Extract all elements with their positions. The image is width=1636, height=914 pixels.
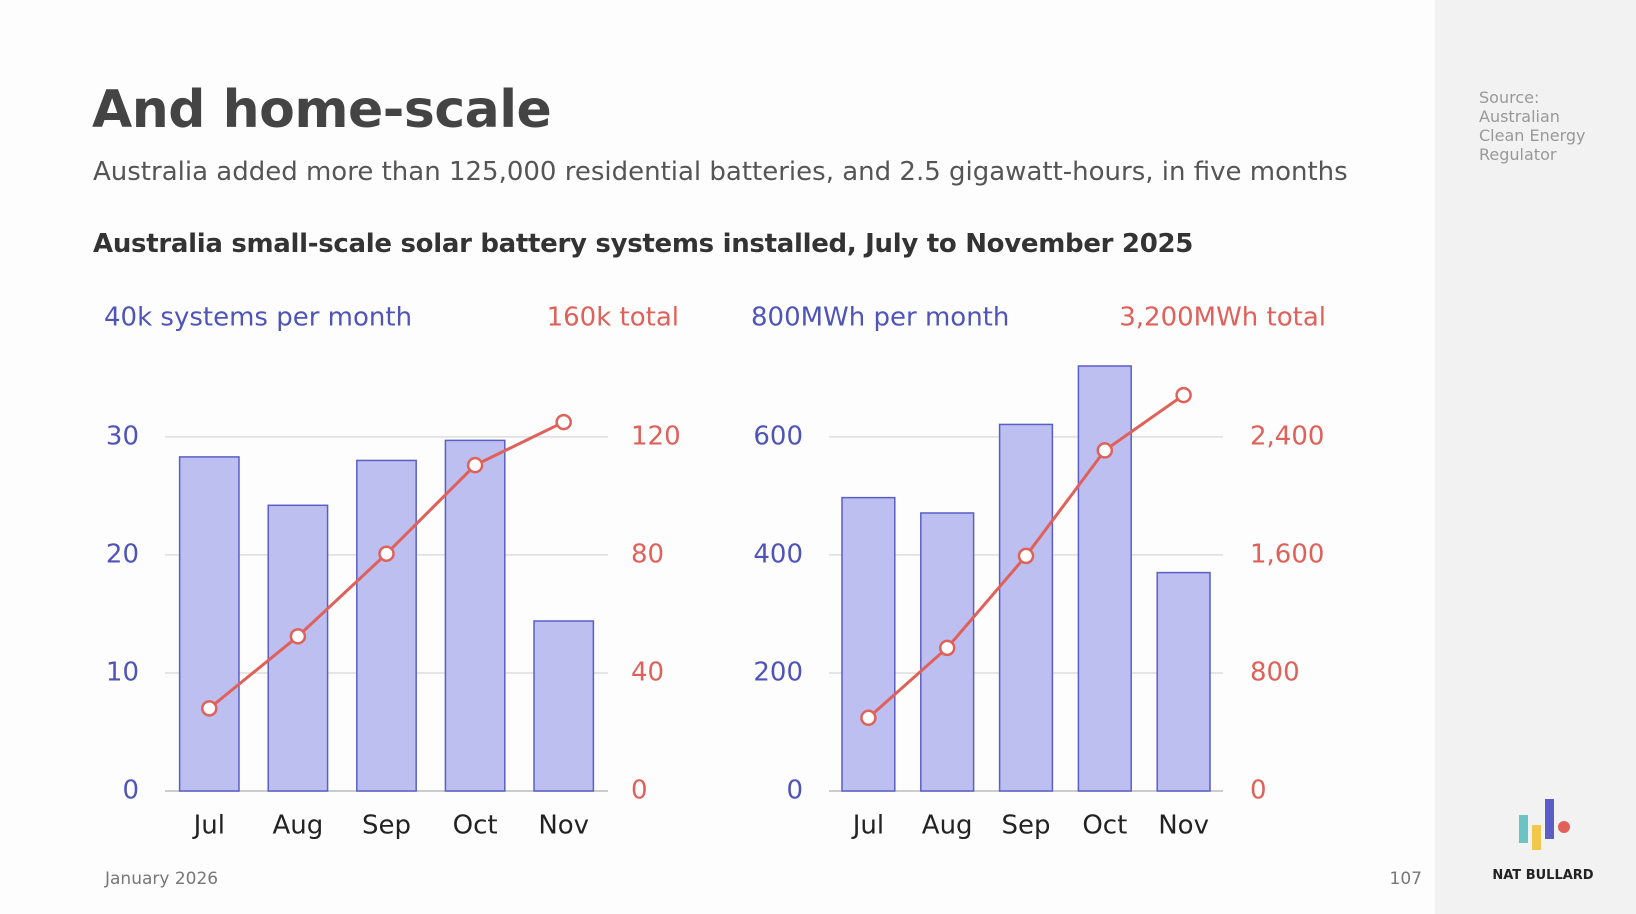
y2-tick-label: 800 bbox=[1250, 657, 1300, 687]
bar bbox=[841, 496, 896, 792]
footer-date: January 2026 bbox=[105, 869, 219, 889]
line-marker bbox=[201, 700, 218, 717]
y2-axis-label: 3,200MWh total bbox=[1119, 303, 1326, 333]
bar bbox=[1156, 571, 1211, 792]
line-marker bbox=[1096, 442, 1114, 459]
bar bbox=[356, 459, 417, 792]
bar bbox=[533, 620, 595, 792]
page-title: And home-scale bbox=[92, 80, 552, 140]
logo-bar bbox=[1532, 825, 1541, 850]
x-tick-label: Sep bbox=[362, 811, 411, 841]
y2-axis-label: 160k total bbox=[547, 303, 679, 333]
y2-tick-label: 120 bbox=[631, 421, 681, 451]
x-tick-label: Jul bbox=[192, 811, 225, 841]
x-tick-label: Aug bbox=[922, 811, 973, 841]
bar bbox=[267, 504, 329, 792]
y-tick-label: 200 bbox=[753, 657, 803, 687]
y2-tick-label: 1,600 bbox=[1250, 539, 1324, 569]
line-marker bbox=[555, 413, 572, 431]
y-tick-label: 600 bbox=[753, 421, 803, 451]
line-marker bbox=[938, 639, 956, 657]
y2-tick-label: 80 bbox=[631, 539, 664, 569]
x-tick-label: Oct bbox=[1082, 811, 1127, 841]
y-tick-label: 10 bbox=[106, 657, 139, 687]
y-tick-label: 0 bbox=[122, 776, 139, 806]
line-marker bbox=[289, 628, 307, 645]
logo-dot bbox=[1558, 821, 1570, 833]
x-tick-label: Oct bbox=[453, 811, 498, 841]
line-marker bbox=[1017, 547, 1035, 565]
line-marker bbox=[860, 709, 877, 727]
y-axis-label: 40k systems per month bbox=[104, 303, 412, 333]
line-marker bbox=[378, 545, 395, 562]
y-tick-label: 20 bbox=[106, 539, 139, 569]
x-tick-label: Nov bbox=[1158, 811, 1209, 841]
x-tick-label: Sep bbox=[1001, 811, 1050, 841]
y2-tick-label: 40 bbox=[631, 657, 664, 687]
bar bbox=[998, 423, 1054, 792]
y-tick-label: 0 bbox=[786, 776, 803, 806]
bar bbox=[178, 456, 240, 792]
page-number: 107 bbox=[1389, 869, 1422, 889]
bar bbox=[444, 439, 506, 792]
x-tick-label: Aug bbox=[273, 811, 324, 841]
y2-tick-label: 0 bbox=[1250, 776, 1267, 806]
bar bbox=[1077, 365, 1132, 792]
line-marker bbox=[466, 456, 484, 474]
charts: 40k systems per month 160k total 0 10 20 30 0 4… bbox=[104, 303, 1326, 841]
y2-tick-label: 2,400 bbox=[1250, 421, 1324, 451]
x-tick-label: Nov bbox=[538, 811, 589, 841]
logo-bar bbox=[1519, 815, 1528, 843]
y-axis-label: 800MWh per month bbox=[751, 303, 1009, 333]
logo-bar bbox=[1545, 799, 1554, 839]
brand: NAT BULLARD bbox=[1492, 868, 1594, 883]
logo bbox=[1519, 799, 1570, 850]
y-tick-label: 400 bbox=[753, 539, 803, 569]
sidebar bbox=[1435, 0, 1636, 914]
y2-tick-label: 0 bbox=[631, 776, 648, 806]
chart-title: Australia small-scale solar battery syst… bbox=[93, 229, 1194, 259]
subtitle: Australia added more than 125,000 reside… bbox=[93, 157, 1348, 187]
x-tick-label: Jul bbox=[851, 811, 884, 841]
source: Source: Australian Clean Energy Regulato… bbox=[1479, 88, 1586, 164]
y-tick-label: 30 bbox=[106, 421, 139, 451]
line-marker bbox=[1175, 386, 1192, 404]
